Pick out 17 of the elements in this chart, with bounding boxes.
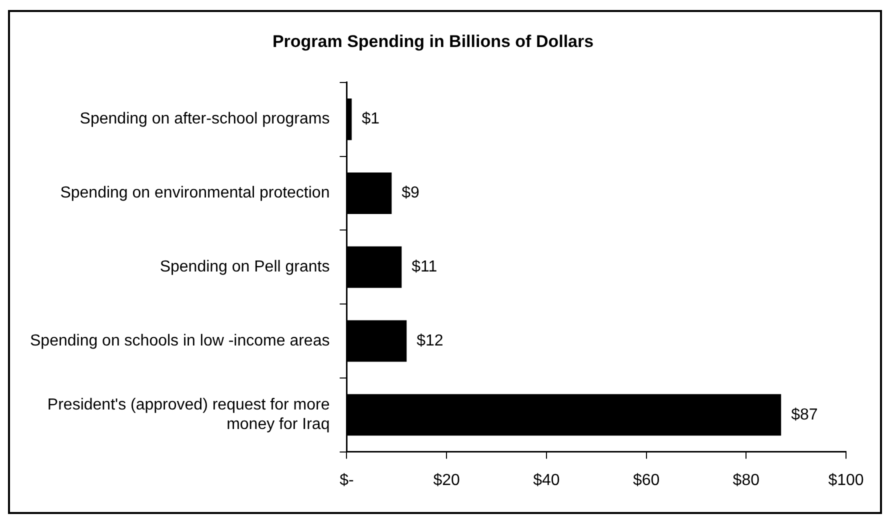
y-tick-label: Spending on environmental protection xyxy=(60,184,330,202)
x-tick-label: $- xyxy=(340,472,354,489)
data-label: $11 xyxy=(412,258,438,276)
data-label: $9 xyxy=(402,184,420,202)
data-label: $1 xyxy=(362,110,380,128)
chart-title: Program Spending in Billions of Dollars xyxy=(272,32,594,51)
x-tick-label: $100 xyxy=(828,472,864,489)
y-tick-label: President's (approved) request for more money for Iraq xyxy=(47,396,330,433)
y-tick-label: Spending on Pell grants xyxy=(160,258,330,276)
x-tick-label: $20 xyxy=(433,472,460,489)
y-tick-label: Spending on after-school programs xyxy=(80,110,330,128)
y-tick-label: Spending on schools in low -income areas xyxy=(30,332,330,350)
x-tick-label: $40 xyxy=(533,472,560,489)
data-label: $12 xyxy=(416,332,444,350)
data-label: $87 xyxy=(791,406,818,424)
x-tick-label: $80 xyxy=(732,472,760,489)
x-tick-label: $60 xyxy=(632,472,660,489)
